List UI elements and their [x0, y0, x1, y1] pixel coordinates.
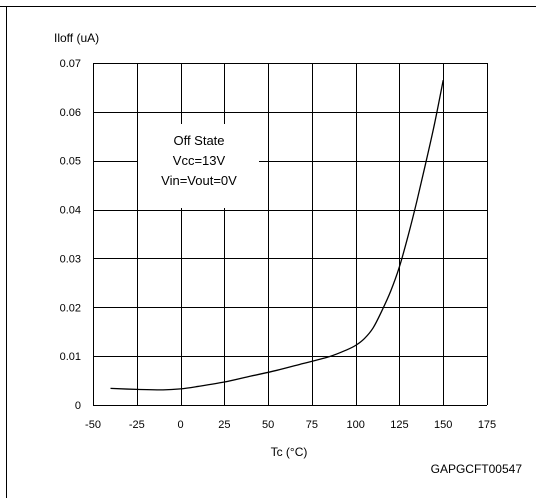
- y-tick-label: 0.02: [60, 302, 81, 314]
- x-tick-label: 150: [434, 419, 452, 431]
- x-tick-label: 25: [218, 419, 230, 431]
- conditions-note: Off State Vcc=13V Vin=Vout=0V: [138, 124, 259, 208]
- grid-layer: [93, 63, 488, 406]
- conditions-note-background: [138, 124, 259, 208]
- conditions-note-line-1: Off State: [173, 133, 224, 148]
- x-tick-label: 125: [390, 419, 408, 431]
- x-axis-title: Tc (°C): [271, 445, 308, 459]
- y-tick-label: 0.06: [60, 107, 81, 119]
- y-tick-label: 0.04: [60, 205, 81, 217]
- conditions-note-line-2: Vcc=13V: [173, 153, 226, 168]
- series-layer: [110, 79, 444, 391]
- y-tick-label: 0.07: [60, 58, 81, 70]
- x-tick-label: 0: [177, 419, 183, 431]
- tick-labels: -50 -25 0 25 50 75 100 125 150 175 0 0.01 0.02 0.03 0.…: [60, 58, 497, 431]
- x-tick-label: -50: [85, 419, 101, 431]
- series-line: [110, 79, 444, 391]
- y-tick-label: 0.03: [60, 253, 81, 265]
- y-axis-title: Iloff (uA): [54, 31, 99, 45]
- figure-code: GAPGCFT00547: [431, 462, 523, 476]
- x-tick-label: 50: [262, 419, 274, 431]
- x-tick-label: 75: [306, 419, 318, 431]
- y-tick-label: 0: [75, 400, 81, 412]
- y-tick-label: 0.05: [60, 156, 81, 168]
- x-tick-label: -25: [129, 419, 145, 431]
- conditions-note-line-3: Vin=Vout=0V: [161, 173, 237, 188]
- y-tick-label: 0.01: [60, 351, 81, 363]
- x-tick-label: 100: [346, 419, 364, 431]
- x-tick-label: 175: [478, 419, 496, 431]
